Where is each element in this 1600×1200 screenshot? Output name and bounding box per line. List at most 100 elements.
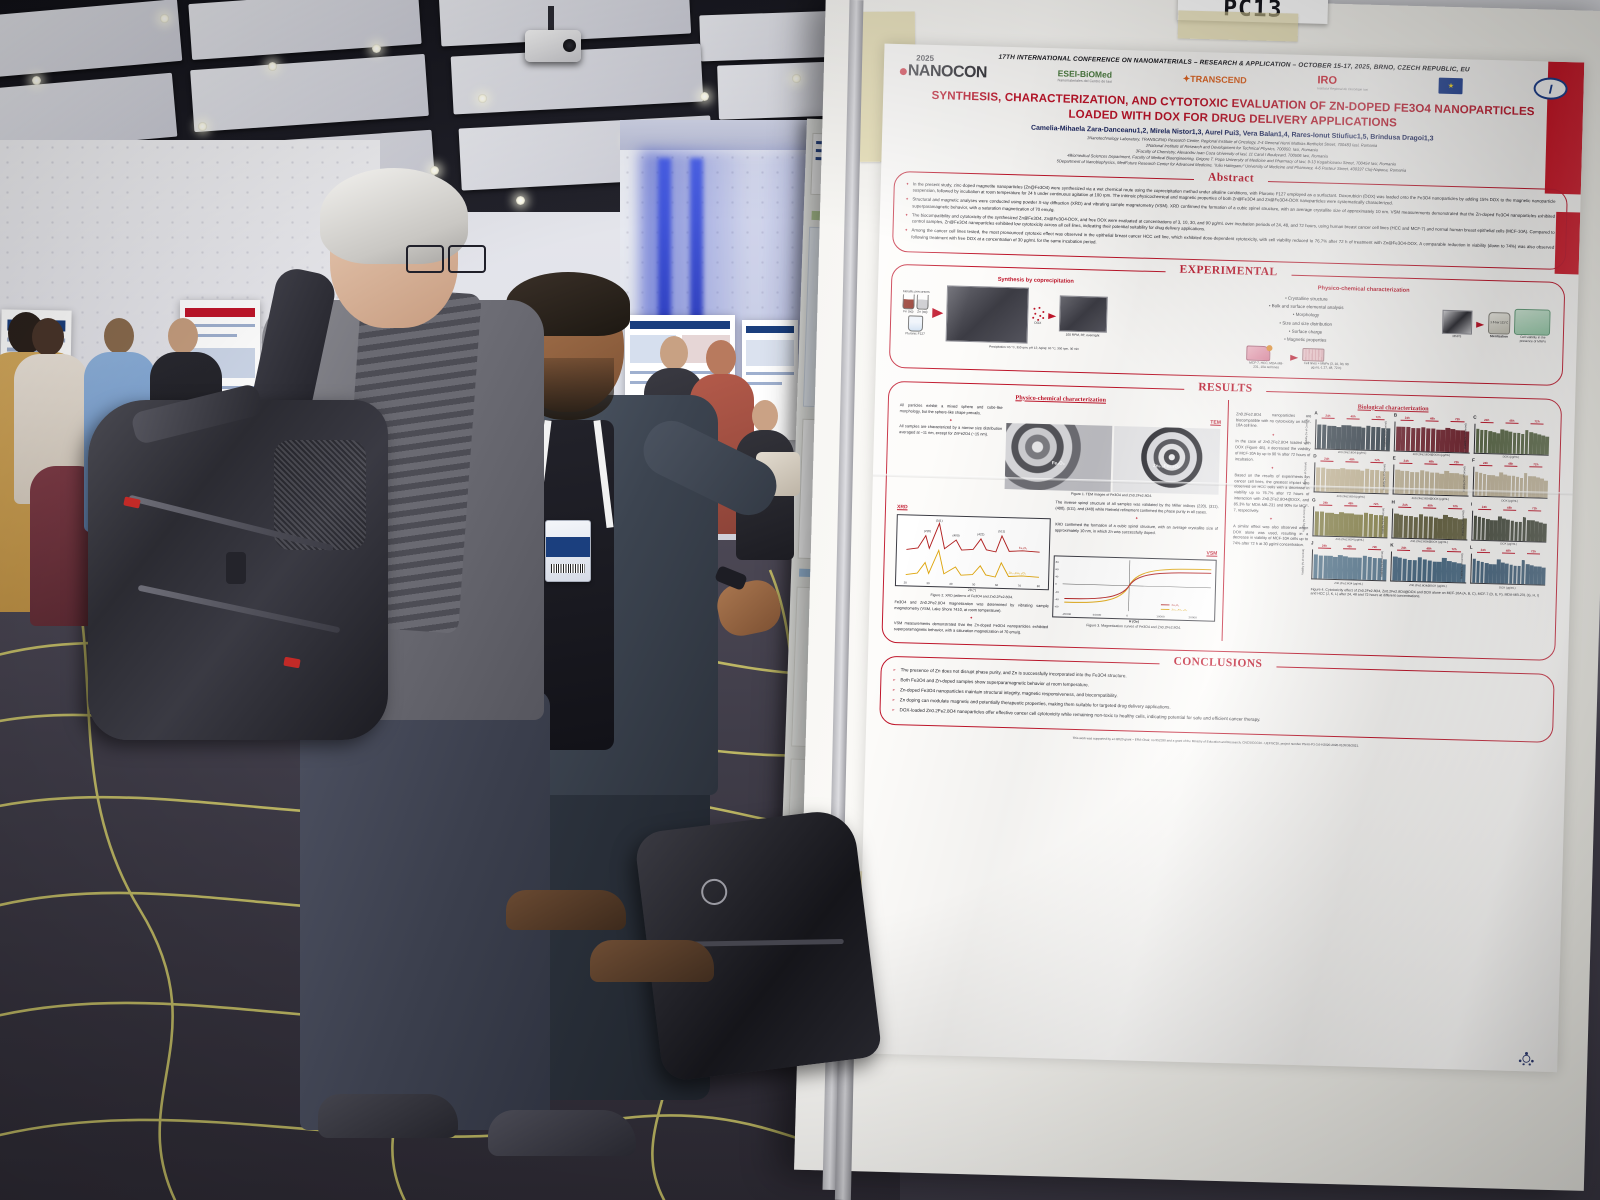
precursors-label: Metallic precursors (902, 289, 930, 294)
cytotoxicity-panel-e: E 24h 48h 72h Zn0.2Fe2.8O4@DOX (µg/mL) Viabil… (1383, 456, 1470, 502)
backpack-red-tab (123, 496, 141, 509)
panel-xlabel: DOX (µg/mL) (1499, 585, 1516, 590)
timepoint-label: 72h (1527, 505, 1542, 512)
cytotoxicity-panel-i: I 24h 48h 72h DOX (µg/mL) Viability (% of Con… (1461, 501, 1548, 547)
tape-strip (1177, 10, 1299, 42)
tem-image-znfe3o4: Zn₀.₂Fe₂.₈O₄ (1112, 425, 1221, 495)
bar (1545, 436, 1550, 455)
svg-text:Zn₀.₂Fe₂.₈O₄: Zn₀.₂Fe₂.₈O₄ (1009, 571, 1027, 575)
transcend-logo: ✦TRANSCEND (1183, 73, 1247, 86)
timepoint-label: 24h (1400, 415, 1414, 421)
svg-text:60: 60 (1056, 567, 1060, 571)
experimental-section: EXPERIMENTAL Synthesis by coprecipitatio… (888, 263, 1566, 386)
precursor-2-label: Zn (aq) (917, 309, 928, 314)
svg-text:20: 20 (904, 581, 908, 585)
ceiling-projector (525, 30, 581, 62)
timepoint-label: 24h (1476, 548, 1490, 554)
bar-series (1392, 464, 1469, 497)
panel-ylabel: Viability (% of Control) (1301, 549, 1305, 576)
backpack-mesh-panel (274, 440, 366, 550)
mnps-tem-photo (1441, 309, 1473, 335)
svg-text:(311): (311) (936, 519, 943, 523)
cytotoxicity-panel-f: F 24h 48h 72h DOX (µg/mL) Viability (% of Con… (1462, 457, 1549, 504)
svg-text:60: 60 (995, 583, 999, 587)
results-text: XRD confirmed the formation of a cubic s… (1054, 521, 1219, 535)
mnps-label: MNPs (1452, 333, 1462, 339)
panel-letter: B (1393, 412, 1398, 418)
cytotoxicity-panel-b: B 24h 48h 72h Zn0.2Fe2.8O4@DOX (µg/mL) Viabil… (1384, 412, 1471, 458)
experimental-heading: EXPERIMENTAL (1165, 263, 1292, 279)
biological-results: Biological characterization Zn0.2Fe2.8O4… (1221, 399, 1550, 650)
panel-xlabel: Zn0.2Fe2.8O4 (µg/mL) (1334, 580, 1363, 586)
svg-text:(400): (400) (952, 534, 959, 538)
timepoint-label: 48h (1501, 548, 1515, 555)
svg-text:-40: -40 (1055, 597, 1060, 601)
crowd-person-head (168, 318, 198, 354)
panel-letter: I (1470, 501, 1473, 507)
abstract-heading: Abstract (1193, 170, 1269, 185)
panel-letter: L (1469, 544, 1473, 550)
transcend-footer-icon (1518, 1052, 1534, 1066)
panel-ylabel: Viability (% of Control) (1459, 553, 1464, 580)
xrd-tag: XRD (896, 504, 908, 511)
panel-xlabel: DOX (µg/mL) (1501, 498, 1519, 503)
cytotoxicity-panel-d: D 24h 48h 72h Zn0.2Fe2.8O4 (µg/mL) Viability … (1303, 454, 1390, 500)
timepoint-label: 48h (1345, 457, 1359, 463)
svg-text:70: 70 (1018, 584, 1022, 588)
nanocon-logo: 2025 NANOCON (899, 53, 987, 82)
tem-image-fe3o4: Fe₃O₄ (1004, 422, 1113, 492)
vsm-plot: -20000 -10000 0 10000 20000 80 60 40 0 -20 -40 -… (1055, 560, 1212, 619)
svg-text:(511): (511) (998, 530, 1005, 534)
panel-ylabel: Viability (% of Control) (1303, 462, 1308, 489)
svg-text:10000: 10000 (1157, 614, 1166, 618)
physico-chemical-results: Physico-chemical characterization All pa… (894, 391, 1222, 641)
xrd-chart: (220) (311) (400) (422) (511) Fe₃O₄ Zn₀.₂Fe₂… (894, 514, 1052, 591)
visitor-1-shoe (488, 1110, 636, 1156)
beaker-zn-icon (916, 294, 929, 310)
precursor-1-label: Fe (aq) (903, 309, 914, 314)
flask-icon (907, 315, 924, 332)
timepoint-label: 24h (1399, 458, 1413, 465)
xrd-plot: (220) (311) (400) (422) (511) Fe₃O₄ Zn₀.₂Fe₂… (904, 519, 1041, 589)
panel-ylabel: Viability (% of Control) (1302, 505, 1306, 532)
sterilization-label: Sterilization (1489, 333, 1508, 339)
bag-logo-icon (699, 877, 729, 907)
timepoint-label: 72h (1449, 460, 1464, 466)
panel-letter: H (1391, 499, 1395, 505)
svg-text:(422): (422) (977, 533, 984, 537)
timepoint-label: 48h (1425, 416, 1440, 422)
panel-letter: C (1473, 414, 1477, 420)
panel-xlabel: Zn0.2Fe2.8O4@DOX (µg/mL) (1412, 452, 1451, 458)
backpack-pocket-clip (226, 552, 246, 584)
svg-text:-20: -20 (1055, 590, 1060, 594)
cytotoxicity-panel-k: K 24h 48h 72h Zn0.2Fe2.8O4@DOX (µg/mL) Viabil… (1380, 542, 1467, 589)
svg-text:0: 0 (1055, 582, 1057, 586)
iro-logo-text: IRO (1317, 74, 1338, 87)
panel-letter: F (1472, 457, 1475, 463)
badge-name-band (546, 537, 590, 557)
panel-letter: K (1390, 542, 1394, 548)
bar (1541, 567, 1546, 585)
conclusions-list: The presence of Zn does not disrupt phas… (891, 666, 1542, 732)
svg-text:Fe₃O₄: Fe₃O₄ (1172, 603, 1180, 607)
transcend-logo-text: TRANSCEND (1190, 73, 1247, 85)
iro-logo-subtext: Institutul Regional de Oncologie Iasi (1317, 86, 1369, 92)
panel-xlabel: DOX (µg/mL) (1500, 541, 1517, 547)
crowd-person-head (104, 318, 134, 354)
timepoint-label: 48h (1505, 418, 1519, 424)
pluronic-label: Pluronic F127 (905, 331, 925, 336)
timepoint-label: 72h (1450, 416, 1465, 423)
autoclave-conditions: 1.5 bar 121°C (1490, 320, 1509, 325)
european-union-flag-icon (1438, 77, 1464, 95)
timepoint-label: 48h (1422, 546, 1436, 552)
arrow-right-icon (1290, 354, 1299, 362)
cytotoxicity-panel-a: A 24h 48h 72h Zn0.2Fe2.8O4 (µg/mL) Viability … (1305, 410, 1391, 456)
presenter-shoe (590, 940, 714, 982)
backpack (88, 400, 388, 740)
bar-series (1391, 508, 1468, 541)
cytotoxicity-panel-g: G 24h 48h 72h Zn0.2Fe2.8O4 (µg/mL) Viability … (1302, 497, 1389, 543)
tem-image-pair: Fe₃O₄ Zn₀.₂Fe₂.₈O₄ (1004, 422, 1221, 495)
timepoint-label: 24h (1397, 545, 1411, 552)
timepoint-label: 24h (1317, 543, 1332, 550)
backpack-red-tab (283, 656, 301, 669)
